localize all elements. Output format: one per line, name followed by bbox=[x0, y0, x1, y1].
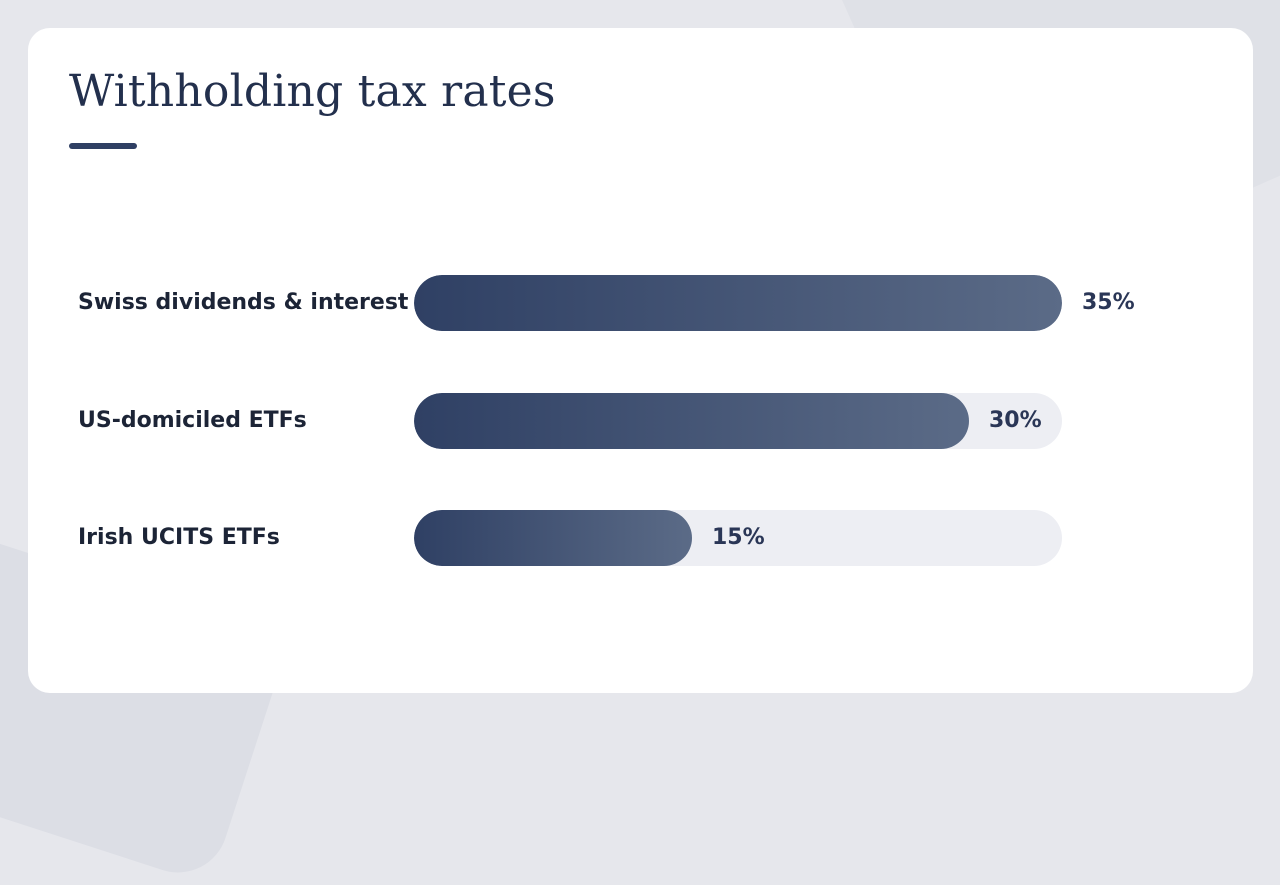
bar-track bbox=[414, 392, 1062, 449]
bar bbox=[414, 275, 1062, 331]
bar-track bbox=[414, 510, 1062, 566]
value-label: 35% bbox=[1082, 290, 1135, 315]
bar-row: Irish UCITS ETFs 15% bbox=[28, 510, 1253, 566]
title-underline bbox=[69, 143, 137, 149]
bar bbox=[414, 392, 969, 449]
category-label: US-domiciled ETFs bbox=[78, 407, 307, 433]
value-label: 15% bbox=[712, 525, 765, 550]
category-label: Irish UCITS ETFs bbox=[78, 525, 280, 550]
category-label: Swiss dividends & interest bbox=[78, 290, 409, 315]
bar-track bbox=[414, 275, 1062, 331]
page-title: Withholding tax rates bbox=[69, 66, 556, 117]
bar-chart: Swiss dividends & interest 35% US-domicile… bbox=[28, 28, 1253, 693]
bar-row: Swiss dividends & interest 35% bbox=[28, 275, 1253, 331]
bar bbox=[414, 510, 692, 566]
value-label: 30% bbox=[989, 407, 1042, 433]
slide-card: Withholding tax rates Swiss dividends & … bbox=[28, 28, 1253, 693]
bar-row: US-domiciled ETFs 30% bbox=[28, 392, 1253, 449]
